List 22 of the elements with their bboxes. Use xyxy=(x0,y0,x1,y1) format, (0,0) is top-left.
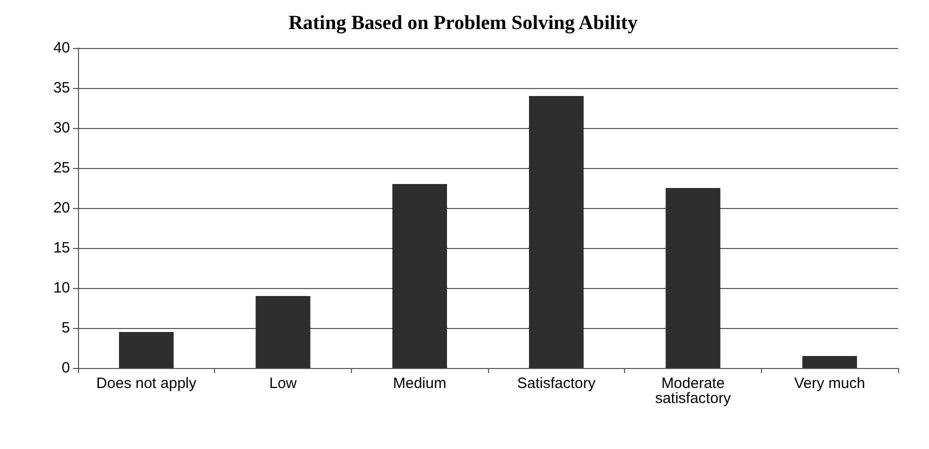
y-tick-label: 35 xyxy=(53,80,70,96)
bar xyxy=(392,184,447,368)
y-tick-label: 5 xyxy=(62,320,70,336)
bar xyxy=(802,356,857,368)
bar xyxy=(529,96,584,368)
y-tick-label: 30 xyxy=(53,120,70,136)
y-tick-label: 25 xyxy=(53,160,70,176)
x-tick-label: Moderate satisfactory xyxy=(655,375,732,407)
x-tick-label: Does not apply xyxy=(96,375,197,392)
y-tick-label: 20 xyxy=(53,200,70,216)
y-tick-label: 10 xyxy=(53,280,70,296)
bar xyxy=(119,332,174,368)
x-tick-label: Very much xyxy=(794,375,866,392)
x-tick-label: Medium xyxy=(392,375,446,392)
y-tick-label: 40 xyxy=(53,40,70,56)
y-tick-label: 0 xyxy=(62,360,70,376)
x-tick-label: Low xyxy=(269,375,297,392)
x-tick-label: Satisfactory xyxy=(517,375,596,392)
chart-title: Rating Based on Problem Solving Ability xyxy=(288,12,638,34)
bar xyxy=(256,296,310,368)
bar xyxy=(666,188,720,368)
y-tick-label: 15 xyxy=(53,240,70,256)
